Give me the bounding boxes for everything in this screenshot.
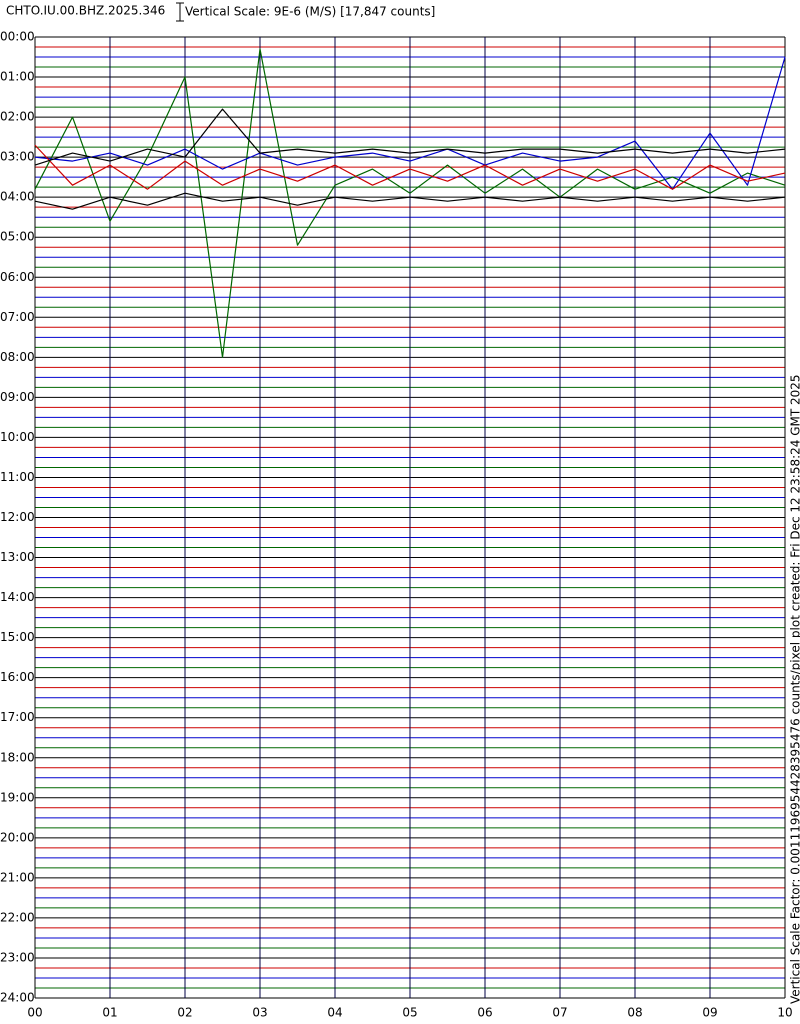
scale-bar: [176, 2, 184, 22]
y-tick-label: 11:00: [0, 470, 35, 484]
y-tick-label: 13:00: [0, 550, 35, 564]
x-tick-label: 07: [552, 1006, 567, 1020]
x-tick-label: 00: [27, 1006, 42, 1020]
y-tick-label: 17:00: [0, 710, 35, 724]
y-tick-label: 02:00: [0, 110, 35, 124]
x-tick-label: 01: [102, 1006, 117, 1020]
y-tick-label: 21:00: [0, 870, 35, 884]
seismic-trace: [34, 144, 786, 190]
x-tick-label: 10: [777, 1006, 792, 1020]
y-tick-label: 15:00: [0, 630, 35, 644]
y-tick-label: 06:00: [0, 270, 35, 284]
y-tick-label: 20:00: [0, 830, 35, 844]
x-tick-label: 03: [252, 1006, 267, 1020]
side-label: Vertical Scale Factor: 0.001119695442839…: [789, 374, 800, 1004]
x-tick-label: 06: [477, 1006, 492, 1020]
y-tick-label: 09:00: [0, 390, 35, 404]
y-tick-label: 03:00: [0, 150, 35, 164]
y-tick-label: 12:00: [0, 510, 35, 524]
seismic-trace: [34, 56, 786, 190]
y-tick-label: 08:00: [0, 350, 35, 364]
y-tick-label: 04:00: [0, 190, 35, 204]
y-tick-label: 22:00: [0, 910, 35, 924]
seismic-trace: [34, 192, 786, 210]
y-tick-label: 05:00: [0, 230, 35, 244]
x-tick-label: 05: [402, 1006, 417, 1020]
x-tick-label: 04: [327, 1006, 342, 1020]
seismic-trace: [34, 48, 786, 358]
chart-title: CHTO.IU.00.BHZ.2025.346: [6, 4, 165, 18]
scale-label: Vertical Scale: 9E-6 (M/S) [17,847 count…: [185, 5, 435, 19]
seismic-trace: [34, 108, 786, 166]
y-tick-label: 07:00: [0, 310, 35, 324]
y-tick-label: 24:00: [0, 991, 35, 1005]
y-tick-label: 16:00: [0, 670, 35, 684]
y-tick-label: 10:00: [0, 430, 35, 444]
x-tick-label: 02: [177, 1006, 192, 1020]
y-tick-label: 00:00: [0, 30, 35, 44]
y-tick-label: 19:00: [0, 790, 35, 804]
y-tick-label: 18:00: [0, 750, 35, 764]
x-tick-label: 08: [627, 1006, 642, 1020]
y-tick-label: 14:00: [0, 590, 35, 604]
x-tick-label: 09: [702, 1006, 717, 1020]
y-tick-label: 23:00: [0, 950, 35, 964]
y-tick-label: 01:00: [0, 70, 35, 84]
